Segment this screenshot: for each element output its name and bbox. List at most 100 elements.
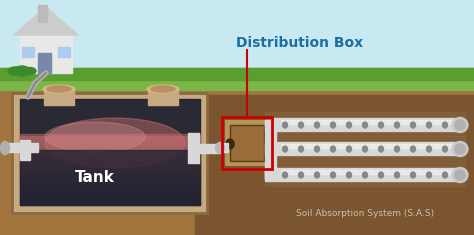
Ellipse shape <box>283 122 288 128</box>
Bar <box>265 170 280 179</box>
Bar <box>20 182 200 185</box>
Bar <box>265 144 280 153</box>
Ellipse shape <box>8 67 22 75</box>
Bar <box>20 186 200 189</box>
Bar <box>265 144 460 148</box>
Ellipse shape <box>443 172 447 178</box>
Ellipse shape <box>315 122 319 128</box>
Ellipse shape <box>346 122 352 128</box>
Ellipse shape <box>346 146 352 152</box>
Ellipse shape <box>443 146 447 152</box>
Ellipse shape <box>455 120 465 130</box>
Bar <box>58 47 70 57</box>
Bar <box>20 148 200 151</box>
Ellipse shape <box>216 142 225 153</box>
Ellipse shape <box>410 122 416 128</box>
Bar <box>2 143 24 152</box>
Bar <box>20 180 200 183</box>
Text: Tank: Tank <box>75 169 115 184</box>
Ellipse shape <box>315 146 319 152</box>
Bar <box>265 142 460 155</box>
Ellipse shape <box>283 146 288 152</box>
Bar <box>268 127 276 135</box>
Ellipse shape <box>443 122 447 128</box>
Bar <box>20 140 30 160</box>
Ellipse shape <box>45 122 145 152</box>
Bar <box>265 136 465 160</box>
Bar <box>265 118 460 131</box>
Bar <box>20 176 200 179</box>
Bar <box>20 160 200 163</box>
Bar <box>265 170 460 174</box>
Bar <box>44 89 74 105</box>
Ellipse shape <box>299 172 303 178</box>
Bar <box>20 154 200 157</box>
Bar <box>20 172 200 175</box>
Text: Soil Absorption System (S.A.S): Soil Absorption System (S.A.S) <box>296 208 434 218</box>
Ellipse shape <box>299 122 303 128</box>
Ellipse shape <box>427 172 431 178</box>
Ellipse shape <box>452 118 468 133</box>
Bar <box>20 170 200 173</box>
Bar <box>265 112 465 136</box>
Bar <box>22 47 34 57</box>
Bar <box>20 140 200 143</box>
Ellipse shape <box>226 139 234 149</box>
Bar <box>224 119 270 167</box>
Bar <box>268 144 276 152</box>
Ellipse shape <box>455 144 465 154</box>
Bar <box>20 99 200 205</box>
Ellipse shape <box>346 172 352 178</box>
Bar <box>196 144 221 153</box>
Ellipse shape <box>410 172 416 178</box>
Bar <box>20 150 200 205</box>
Ellipse shape <box>43 85 75 93</box>
Ellipse shape <box>14 66 30 76</box>
Ellipse shape <box>379 146 383 152</box>
Ellipse shape <box>151 86 175 92</box>
Bar <box>265 162 465 186</box>
Bar <box>20 134 200 137</box>
Bar <box>222 117 272 169</box>
Bar <box>20 158 200 161</box>
Bar <box>230 125 264 161</box>
Ellipse shape <box>452 141 468 157</box>
Ellipse shape <box>363 146 367 152</box>
Ellipse shape <box>452 168 468 183</box>
Ellipse shape <box>394 172 400 178</box>
Ellipse shape <box>427 122 431 128</box>
Bar <box>20 156 200 159</box>
Bar <box>265 120 280 129</box>
Ellipse shape <box>394 146 400 152</box>
Bar <box>20 31 72 73</box>
Bar <box>20 166 200 169</box>
Ellipse shape <box>283 172 288 178</box>
Bar <box>20 152 200 155</box>
Ellipse shape <box>330 146 336 152</box>
Bar <box>20 162 200 165</box>
Bar <box>265 168 460 181</box>
Bar <box>0 68 474 80</box>
Bar <box>188 133 199 163</box>
Ellipse shape <box>299 146 303 152</box>
Ellipse shape <box>455 170 465 180</box>
Bar <box>20 150 200 153</box>
Bar <box>0 68 474 90</box>
Bar <box>218 143 228 152</box>
Bar <box>265 120 460 124</box>
Bar <box>20 192 200 195</box>
Bar <box>0 87 474 235</box>
Ellipse shape <box>47 86 71 92</box>
Polygon shape <box>195 95 474 235</box>
Bar <box>20 136 200 139</box>
Bar <box>20 178 200 181</box>
Ellipse shape <box>45 118 185 168</box>
Bar <box>148 89 178 105</box>
Ellipse shape <box>410 146 416 152</box>
Ellipse shape <box>379 122 383 128</box>
Bar <box>20 144 200 147</box>
Ellipse shape <box>315 172 319 178</box>
Ellipse shape <box>24 67 36 74</box>
Bar <box>38 5 47 22</box>
Ellipse shape <box>363 172 367 178</box>
